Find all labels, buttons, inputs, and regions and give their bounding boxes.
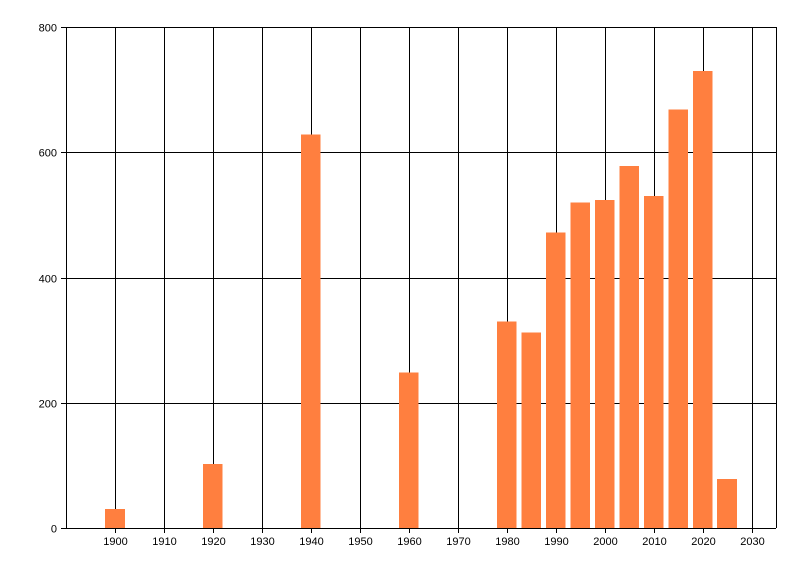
x-tick-label: 1950	[348, 536, 372, 548]
y-tick-label: 600	[39, 148, 57, 160]
x-tick-label: 2010	[642, 536, 666, 548]
bar-1900	[105, 509, 125, 528]
bar-1960	[398, 372, 419, 528]
x-tick-label: 1930	[250, 536, 274, 548]
x-tick-label: 2020	[691, 536, 715, 548]
bar-2010	[643, 196, 664, 528]
x-tick-label: 2000	[593, 536, 617, 548]
bar-1995	[570, 202, 590, 528]
x-tick-label: 1900	[103, 536, 127, 548]
y-tick-label: 200	[39, 399, 57, 411]
x-tick-label: 1970	[446, 536, 470, 548]
bar-2000	[594, 199, 615, 528]
y-tick-label: 400	[39, 274, 57, 286]
bar-1920	[203, 464, 223, 528]
x-tick-label: 1920	[201, 536, 225, 548]
y-tick-label: 800	[39, 23, 57, 35]
bar-1990	[545, 232, 566, 528]
x-tick-label: 1910	[152, 536, 176, 548]
bar-1940	[301, 134, 321, 528]
x-tick-label: 1990	[544, 536, 568, 548]
x-tick-label: 1960	[397, 536, 421, 548]
x-tick-label: 1980	[495, 536, 519, 548]
bar-2005	[619, 166, 639, 528]
bar-1980	[496, 321, 517, 528]
x-tick-label: 2030	[740, 536, 764, 548]
bar-2020	[692, 70, 713, 529]
x-tick-label: 1940	[299, 536, 323, 548]
bar-2025	[717, 479, 737, 528]
y-tick-label: 0	[51, 524, 57, 536]
axes	[61, 27, 776, 533]
tick-labels: 0 200 400 600 800 1900 1910 1920 1930 1940 1950 196…	[39, 23, 765, 549]
bar-2015	[668, 109, 688, 528]
bar-1985	[521, 332, 541, 528]
bars	[105, 70, 737, 529]
